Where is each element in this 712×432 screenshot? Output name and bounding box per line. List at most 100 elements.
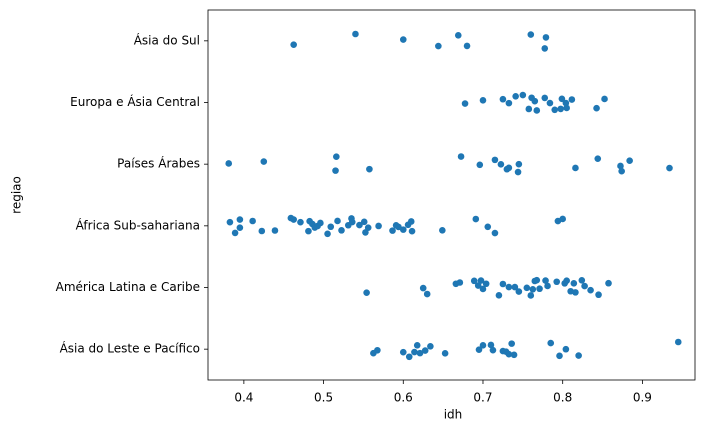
point	[477, 277, 485, 284]
point	[407, 218, 415, 225]
point	[249, 217, 256, 225]
point	[352, 30, 359, 38]
point	[324, 230, 331, 238]
point	[562, 345, 570, 353]
point	[476, 161, 484, 169]
point	[551, 106, 559, 114]
point	[363, 289, 370, 296]
point	[533, 107, 541, 114]
point	[389, 227, 396, 234]
point	[541, 94, 549, 102]
point	[587, 286, 594, 294]
point	[439, 227, 446, 234]
point	[375, 222, 382, 230]
point	[505, 164, 513, 172]
x-tick-label: 0.7	[473, 391, 492, 405]
point	[482, 280, 490, 288]
point	[231, 229, 239, 237]
point	[297, 218, 304, 226]
point	[536, 285, 543, 293]
point	[558, 95, 566, 103]
point	[479, 285, 487, 293]
point	[416, 349, 424, 357]
x-tick-label: 0.8	[553, 391, 572, 405]
point	[290, 41, 297, 48]
point	[487, 341, 495, 349]
point	[562, 99, 570, 107]
point	[515, 288, 523, 295]
point	[374, 346, 381, 354]
point	[475, 346, 483, 353]
point	[626, 157, 633, 164]
point	[505, 283, 513, 291]
point	[290, 216, 297, 223]
point	[405, 353, 413, 361]
x-tick-label: 0.9	[633, 391, 652, 405]
point	[605, 279, 612, 287]
point	[593, 104, 600, 112]
point	[236, 224, 244, 232]
point	[547, 339, 555, 347]
point	[563, 104, 570, 112]
point	[427, 343, 434, 350]
point	[461, 100, 469, 107]
point	[399, 36, 407, 43]
point	[491, 156, 499, 164]
point	[497, 161, 505, 168]
point	[525, 105, 533, 113]
point	[408, 227, 416, 235]
point	[260, 158, 268, 165]
point	[563, 277, 570, 284]
point	[348, 218, 356, 226]
x-tick-label: 0.5	[314, 391, 333, 405]
point	[601, 95, 608, 103]
point	[618, 167, 625, 175]
y-axis-label: regiao	[10, 176, 24, 214]
point	[411, 348, 418, 356]
point	[413, 342, 421, 349]
point	[333, 153, 340, 161]
point	[542, 277, 549, 284]
point	[491, 229, 499, 237]
point	[531, 97, 539, 105]
point	[508, 340, 515, 347]
point	[360, 218, 368, 226]
point	[527, 292, 535, 299]
point	[505, 99, 513, 107]
point	[505, 350, 513, 358]
point	[364, 224, 372, 231]
point	[470, 277, 478, 285]
point	[456, 279, 464, 286]
point	[332, 167, 339, 174]
y-tick-label: África Sub-sahariana	[76, 217, 200, 232]
point	[674, 338, 682, 346]
point	[572, 164, 579, 172]
point	[435, 42, 442, 50]
point	[236, 216, 244, 223]
point	[421, 347, 429, 354]
point	[366, 165, 373, 173]
point	[559, 215, 566, 223]
point	[556, 352, 563, 360]
point	[581, 282, 588, 290]
point	[474, 282, 482, 289]
point	[317, 219, 324, 227]
point	[472, 215, 480, 223]
point	[457, 153, 465, 160]
point	[305, 227, 312, 235]
point	[529, 285, 537, 293]
point	[327, 223, 335, 231]
point	[479, 342, 487, 349]
y-tick-label: Ásia do Leste e Pacífico	[60, 341, 200, 356]
point	[362, 229, 369, 236]
point	[463, 42, 471, 50]
point	[557, 105, 564, 113]
point	[510, 351, 518, 359]
point	[484, 223, 492, 231]
point	[527, 31, 535, 38]
y-tick-label: América Latina e Caribe	[56, 280, 200, 294]
x-tick-label: 0.4	[234, 391, 253, 405]
point	[594, 155, 602, 162]
x-axis-label: idh	[444, 408, 463, 422]
y-tick-label: Países Árabes	[117, 156, 200, 171]
